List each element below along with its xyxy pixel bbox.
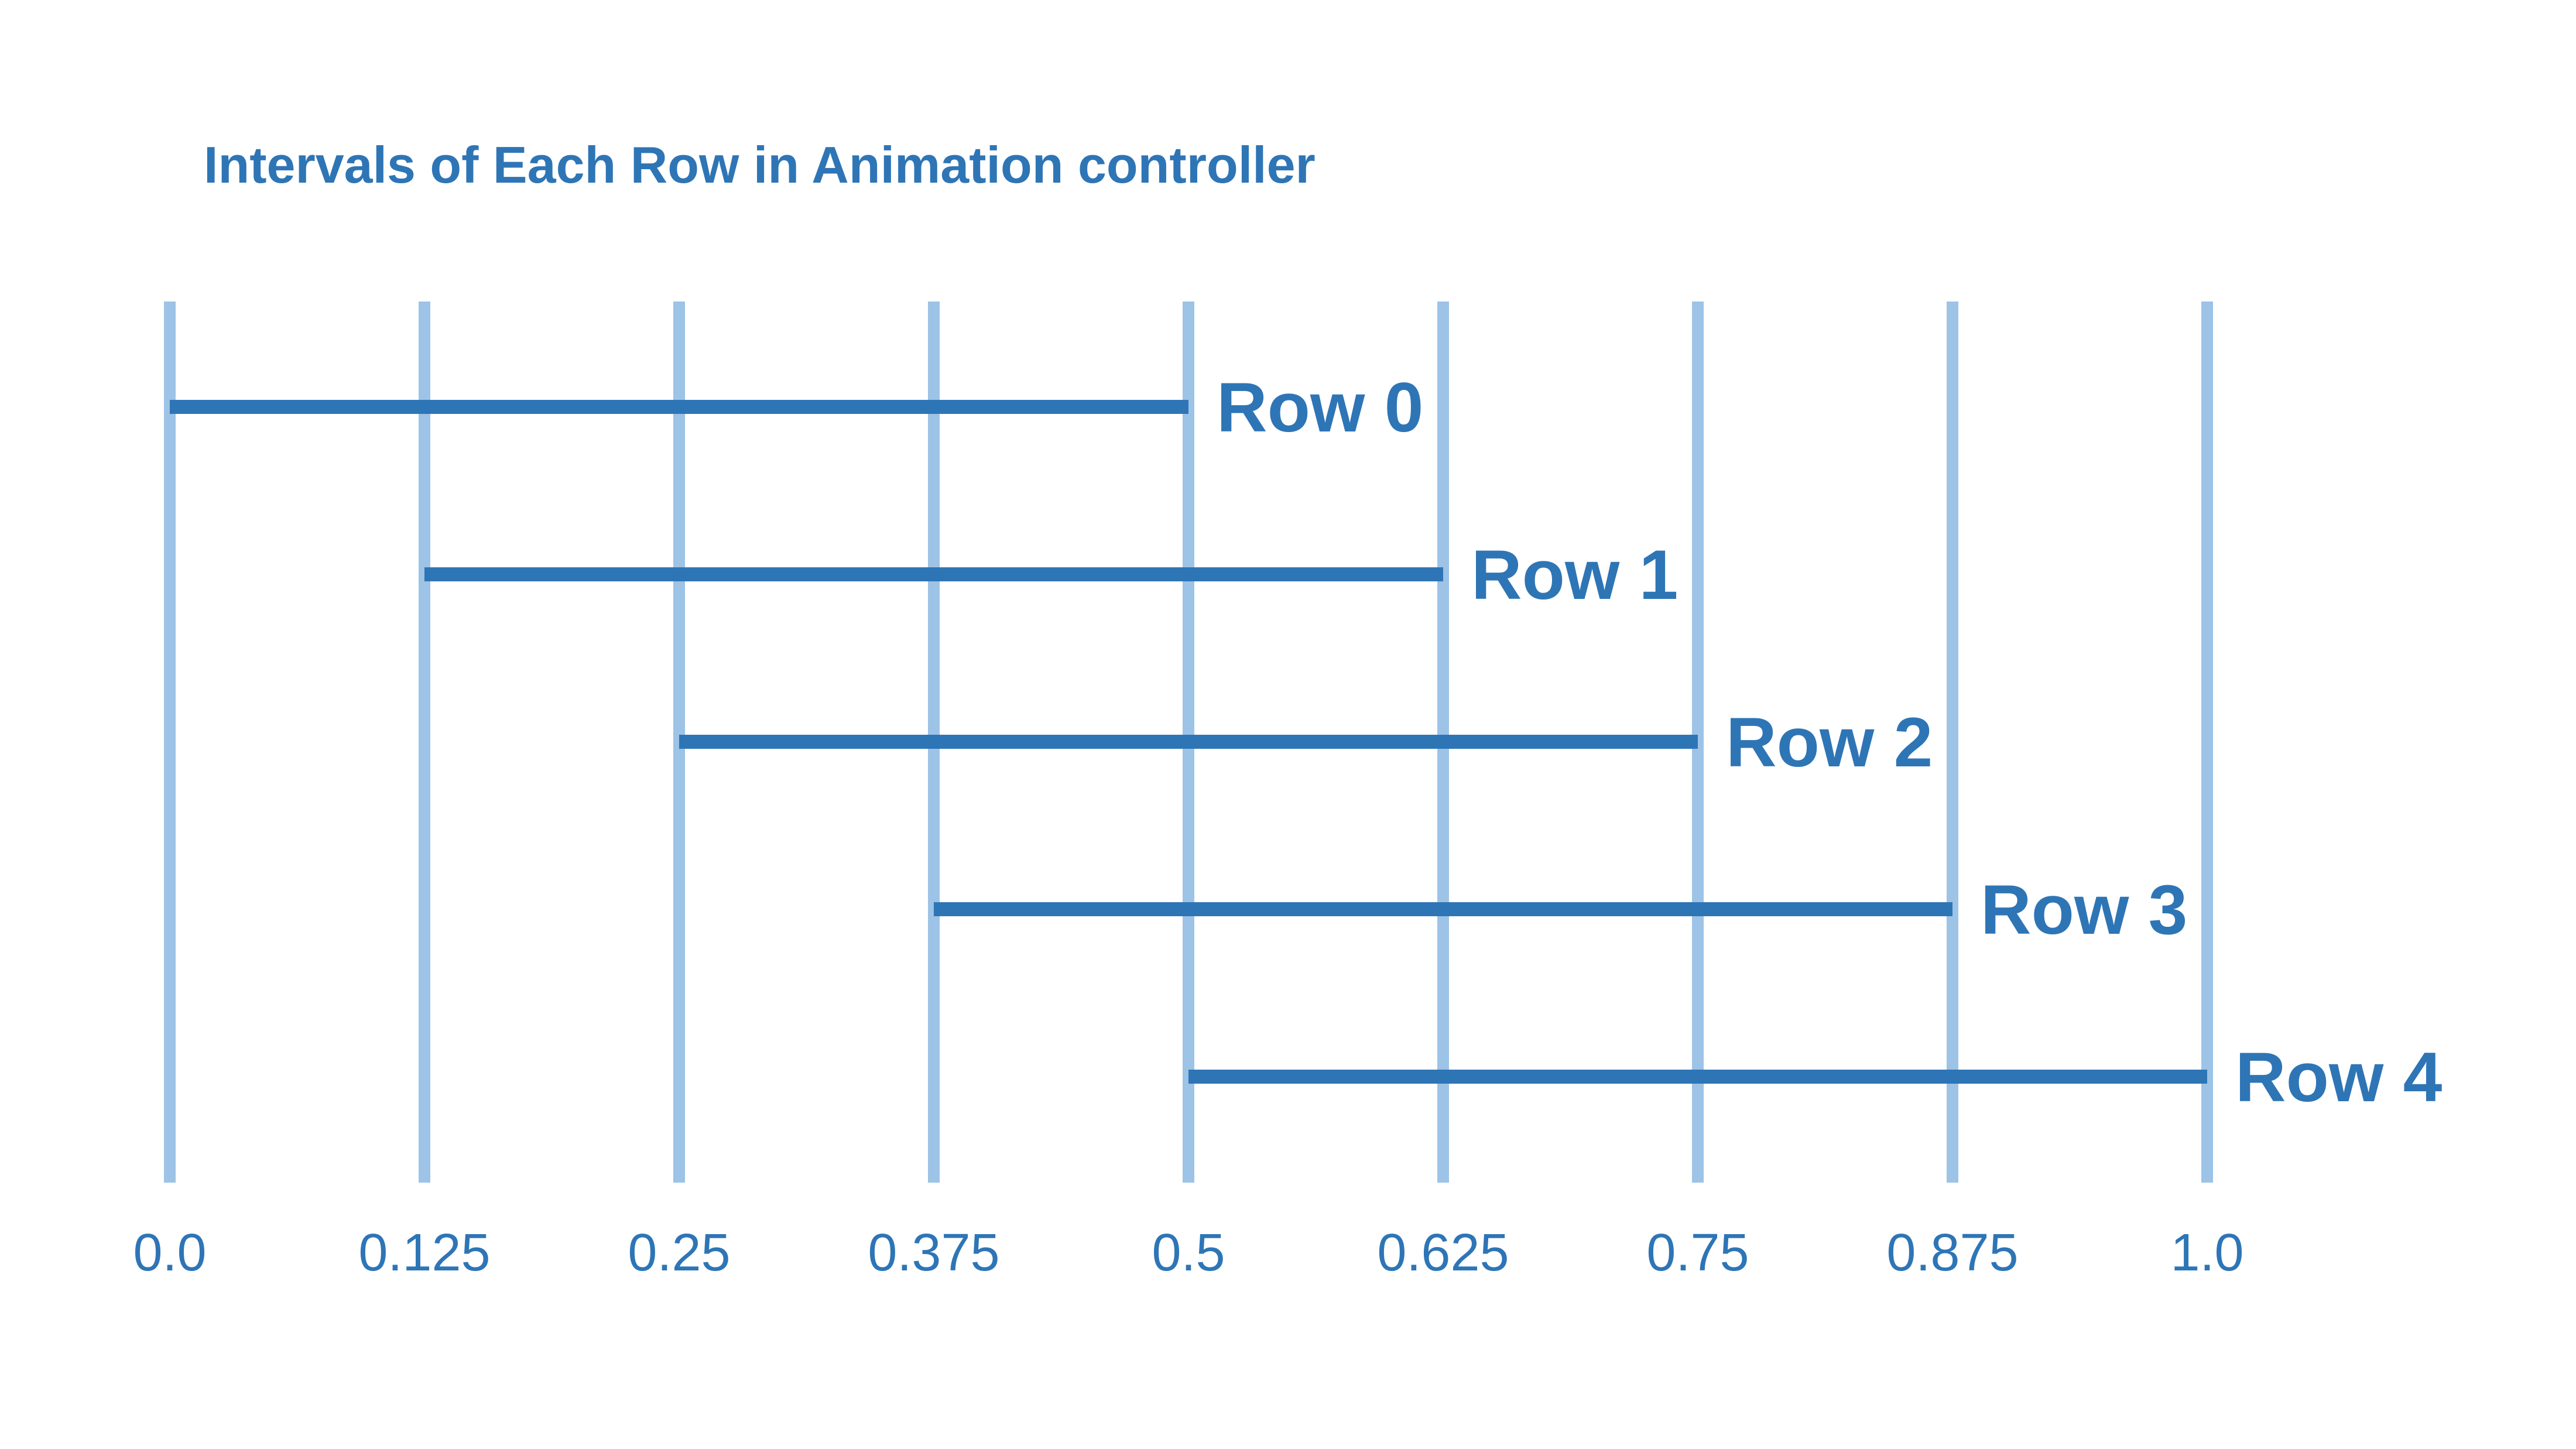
x-tick-label: 0.375 xyxy=(868,1224,999,1282)
row-labels: Row 0 Row 1 Row 2 Row 3 Row 4 xyxy=(1217,368,2443,1116)
x-tick-label: 0.5 xyxy=(1152,1224,1225,1282)
x-tick-label: 1.0 xyxy=(2170,1224,2243,1282)
chart-title: Intervals of Each Row in Animation contr… xyxy=(204,136,1316,194)
row-label: Row 4 xyxy=(2235,1038,2443,1116)
row-label: Row 2 xyxy=(1726,703,1933,782)
x-tick-labels: 0.0 0.125 0.25 0.375 0.5 0.625 0.75 0.875 1.0 xyxy=(133,1224,2243,1282)
x-tick-label: 0.875 xyxy=(1886,1224,2018,1282)
x-tick-label: 0.75 xyxy=(1646,1224,1749,1282)
row-label: Row 3 xyxy=(1981,871,2187,949)
x-tick-label: 0.625 xyxy=(1377,1224,1509,1282)
row-label: Row 0 xyxy=(1217,368,1423,447)
x-tick-label: 0.0 xyxy=(133,1224,206,1282)
interval-bars xyxy=(170,400,2207,1084)
x-tick-label: 0.125 xyxy=(358,1224,490,1282)
x-tick-label: 0.25 xyxy=(628,1224,730,1282)
row-label: Row 1 xyxy=(1471,536,1678,614)
